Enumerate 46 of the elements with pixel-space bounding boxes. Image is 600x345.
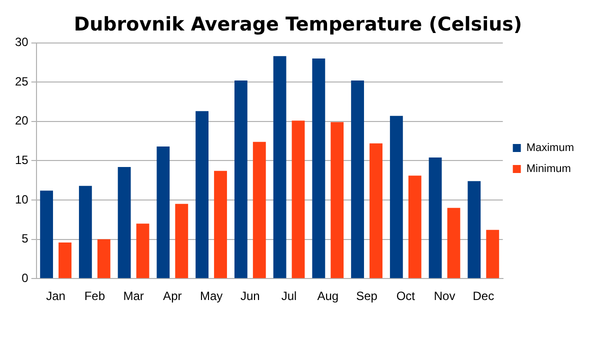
bar bbox=[370, 143, 382, 278]
bar bbox=[447, 208, 460, 278]
bar bbox=[136, 224, 150, 278]
bar bbox=[252, 142, 266, 278]
bar bbox=[486, 230, 500, 278]
y-tick-label: 5 bbox=[22, 232, 29, 246]
bar bbox=[351, 80, 364, 278]
legend-label: Maximum bbox=[526, 142, 574, 154]
bar bbox=[292, 120, 305, 278]
y-tick-label: 10 bbox=[14, 192, 29, 206]
x-tick-label: Apr bbox=[163, 289, 182, 304]
bar bbox=[78, 186, 92, 278]
x-tick-label: Sep bbox=[356, 289, 378, 304]
x-tick-label: Jul bbox=[281, 289, 297, 304]
x-tick-label: Feb bbox=[84, 289, 106, 304]
bar bbox=[428, 158, 442, 278]
y-tick-label: 15 bbox=[14, 153, 29, 168]
y-tick-label: 0 bbox=[22, 270, 29, 285]
bar bbox=[273, 56, 286, 278]
bar bbox=[234, 80, 248, 278]
bar bbox=[214, 170, 227, 278]
bar bbox=[58, 242, 72, 278]
bar bbox=[156, 146, 170, 278]
x-tick-label: Oct bbox=[396, 289, 416, 304]
bar bbox=[196, 111, 209, 278]
legend-label: Minimum bbox=[526, 163, 571, 176]
bar bbox=[97, 239, 110, 278]
chart-title: Dubrovnik Average Temperature (Celsius) bbox=[74, 13, 522, 36]
bar bbox=[390, 116, 403, 278]
bar bbox=[408, 176, 422, 278]
x-tick-label: Mar bbox=[123, 289, 144, 304]
y-tick-label: 25 bbox=[14, 74, 29, 88]
bar bbox=[118, 166, 131, 278]
y-tick-label: 20 bbox=[14, 114, 29, 128]
bar bbox=[468, 181, 481, 278]
x-tick-label: Aug bbox=[317, 289, 339, 304]
x-tick-label: May bbox=[200, 289, 223, 304]
bar bbox=[330, 122, 344, 278]
x-tick-label: Nov bbox=[434, 289, 456, 304]
x-tick-label: Jan bbox=[46, 289, 66, 304]
y-tick-label: 30 bbox=[14, 35, 29, 50]
x-tick-label: Dec bbox=[472, 289, 494, 304]
bar bbox=[40, 190, 54, 278]
x-tick-label: Jun bbox=[240, 289, 260, 304]
bar bbox=[312, 58, 326, 278]
bar bbox=[175, 204, 188, 278]
